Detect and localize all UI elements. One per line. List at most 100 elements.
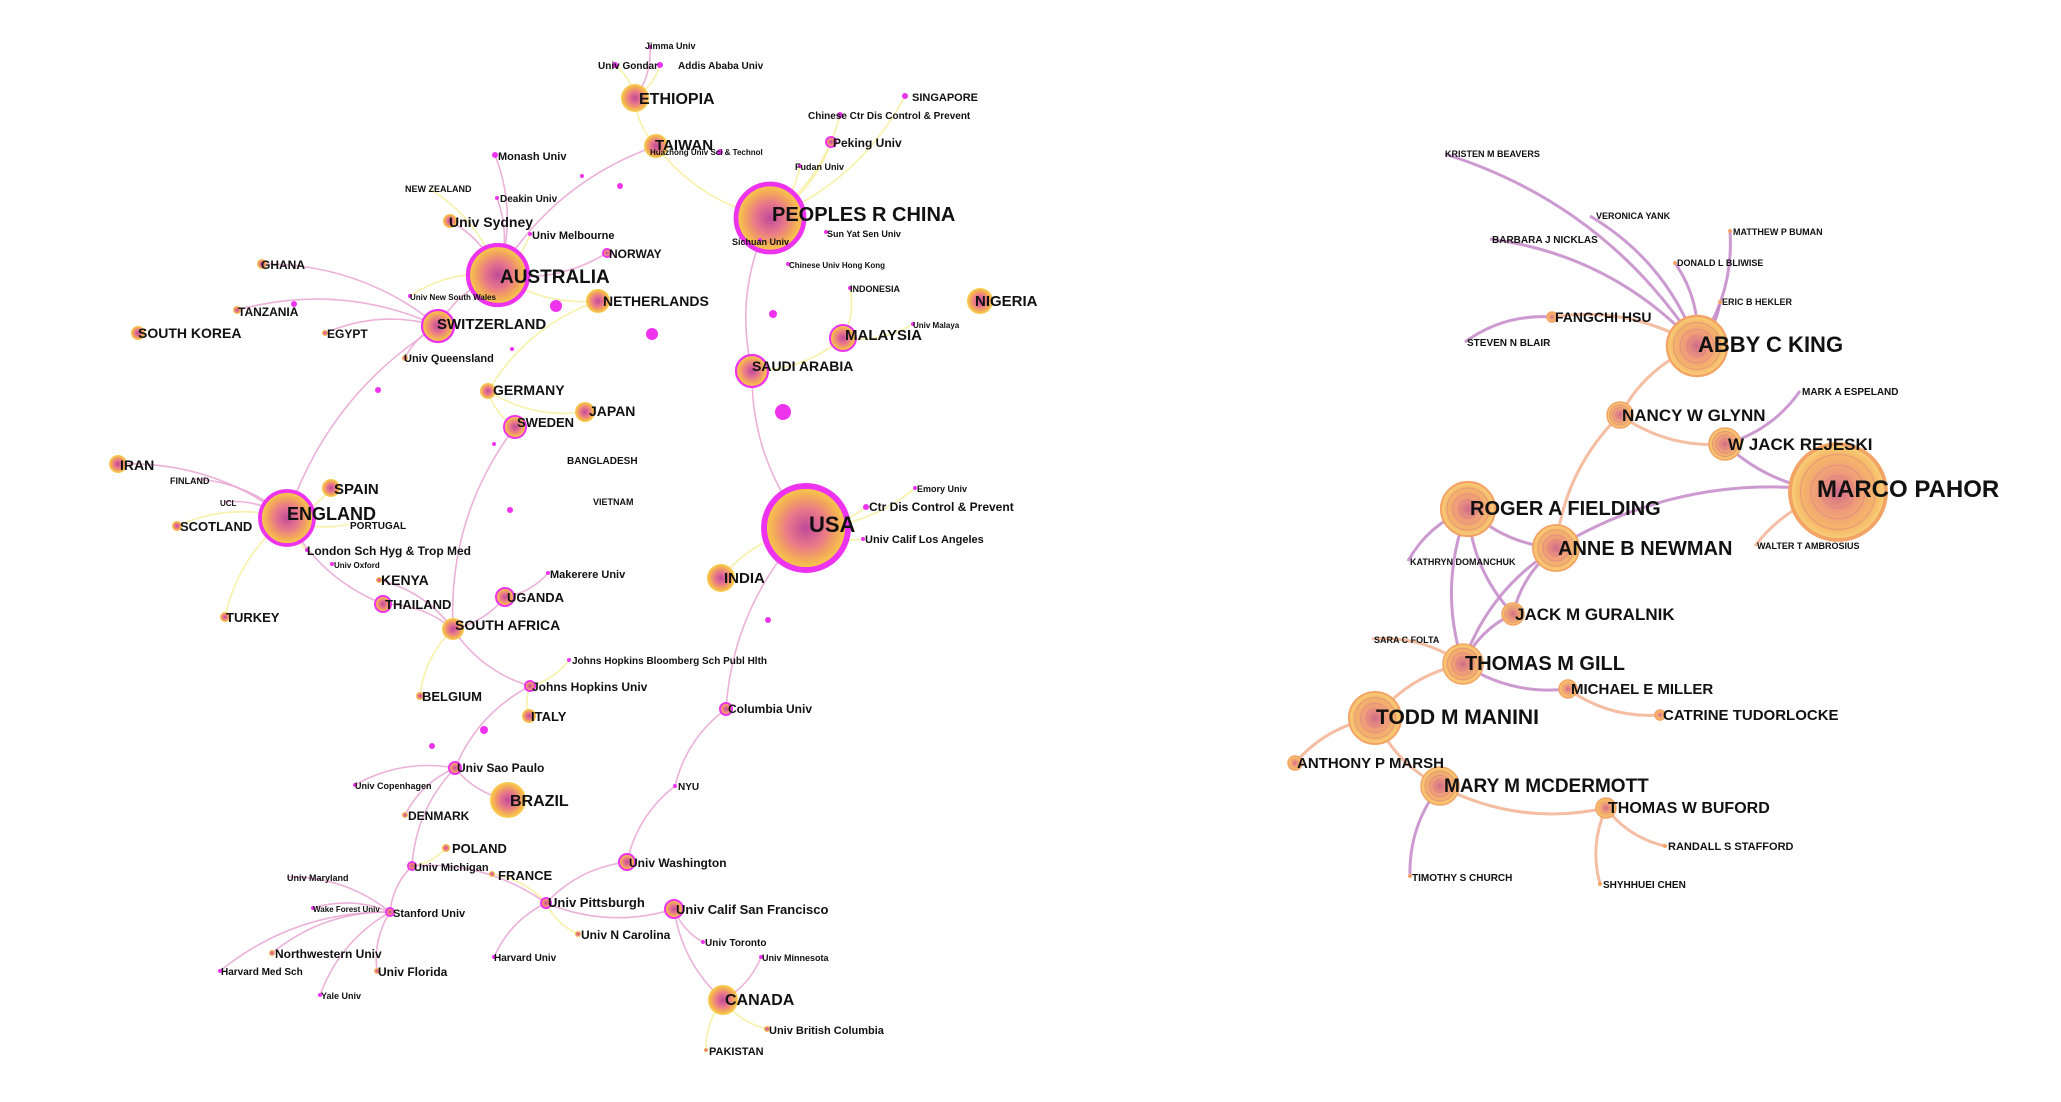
label-saudi-arabia: SAUDI ARABIA	[752, 358, 853, 374]
link-stanford-uflorida	[375, 911, 391, 972]
node-uminnesota	[759, 955, 763, 959]
node-uganda	[495, 587, 515, 607]
label-egypt: EGYPT	[327, 327, 368, 341]
label-univ-michigan: Univ Michigan	[414, 862, 489, 874]
label-belgium: BELGIUM	[422, 689, 482, 704]
label-eric-b-hekler: ERIC B HEKLER	[1722, 297, 1793, 307]
label-sara-c-folta: SARA C FOLTA	[1374, 635, 1440, 645]
left-network-nodes	[109, 45, 993, 1052]
link-saopaulo-denmark	[404, 767, 456, 816]
label-monash-univ: Monash Univ	[498, 151, 567, 163]
junction-dot	[775, 404, 791, 420]
node-switzerland	[420, 308, 456, 344]
label-kenya: KENYA	[381, 572, 429, 588]
label-addis-ababa-univ: Addis Ababa Univ	[678, 61, 764, 72]
label-south-africa: SOUTH AFRICA	[455, 617, 560, 633]
node-huazhong	[717, 149, 723, 155]
label-harvard-univ: Harvard Univ	[494, 953, 557, 964]
label-england: ENGLAND	[287, 504, 376, 524]
node-buford	[1595, 797, 1617, 819]
node-thailand	[374, 595, 392, 613]
node-norway	[602, 248, 612, 258]
label-univ-oxford: Univ Oxford	[334, 561, 380, 570]
node-india	[707, 564, 735, 592]
node-kenya	[376, 577, 382, 583]
node-ubc	[764, 1026, 770, 1032]
node-newman	[1532, 524, 1580, 572]
link-stanford-wakeforest	[312, 902, 391, 913]
node-ethiopia	[621, 84, 649, 112]
node-sweden	[503, 415, 527, 439]
link-southafrica-jhu	[452, 628, 531, 687]
label-usa: USA	[809, 512, 856, 537]
node-univoxford	[330, 562, 334, 566]
node-tanzania	[233, 306, 241, 314]
label-univ-copenhagen: Univ Copenhagen	[355, 781, 432, 791]
node-guralnik	[1501, 602, 1525, 626]
label-netherlands: NETHERLANDS	[603, 293, 709, 309]
label-fudan-univ: Fudan Univ	[795, 162, 844, 172]
label-poland: POLAND	[452, 841, 507, 856]
node-sunyatsen	[824, 230, 828, 234]
link-netherlands-germany	[487, 300, 599, 392]
node-iran	[109, 455, 127, 473]
node-mcdermott	[1420, 766, 1460, 806]
node-rejeski	[1708, 427, 1742, 461]
node-hekler	[1718, 300, 1722, 304]
node-spain	[322, 479, 340, 497]
link-switzerland-ghana	[261, 263, 439, 327]
junction-dot	[510, 347, 514, 351]
node-utoronto	[701, 940, 705, 944]
node-fudan	[798, 164, 802, 168]
label-univ-gondar: Univ Gondar	[598, 61, 658, 72]
label-fangchi-hsu: FANGCHI HSU	[1555, 309, 1651, 325]
label-shyhhuei-chen: SHYHHUEI CHEN	[1603, 880, 1686, 891]
node-poland	[442, 844, 450, 852]
right-network-nodes	[1287, 229, 1888, 886]
link-columbia-nyu	[674, 708, 727, 787]
link-hsu-blair	[1464, 315, 1553, 344]
label-finland: FINLAND	[170, 476, 210, 486]
node-wakeforest	[311, 906, 315, 910]
junction-dot	[769, 310, 777, 318]
node-denmark	[402, 812, 408, 818]
node-canada	[708, 985, 738, 1015]
node-scotland	[172, 521, 182, 531]
label-sichuan-univ: Sichuan Univ	[732, 237, 789, 247]
label-switzerland: SWITZERLAND	[437, 316, 546, 333]
label-anthony-p-marsh: ANTHONY P MARSH	[1297, 755, 1444, 772]
node-pakistan	[704, 1048, 708, 1052]
label-univ-sydney: Univ Sydney	[449, 214, 533, 230]
label-randall-s-stafford: RANDALL S STAFFORD	[1668, 841, 1794, 853]
label-univ-florida: Univ Florida	[378, 965, 448, 979]
node-jimma	[648, 45, 652, 49]
junction-dot	[480, 726, 488, 734]
junction-dot	[550, 300, 562, 312]
label-ucl: UCL	[220, 499, 237, 508]
node-turkey	[220, 612, 230, 622]
label-univ-toronto: Univ Toronto	[705, 938, 766, 949]
node-indonesia	[848, 286, 852, 290]
node-southkorea	[131, 326, 145, 340]
node-ctrdis	[863, 504, 869, 510]
node-jhu	[524, 680, 536, 692]
node-gill	[1442, 643, 1484, 685]
node-jhsph	[567, 658, 571, 662]
label-tanzania: TANZANIA	[238, 305, 299, 319]
label-kristen-m-beavers: KRISTEN M BEAVERS	[1445, 149, 1540, 159]
label-anne-b-newman: ANNE B NEWMAN	[1558, 538, 1732, 560]
node-chinesectr	[837, 112, 843, 118]
label-catrine-tudorlocke: CATRINE TUDORLOCKE	[1663, 707, 1839, 724]
link-pitt-umich	[411, 864, 547, 904]
node-univqueensland	[402, 355, 408, 361]
node-yale	[318, 993, 322, 997]
node-brazil	[490, 782, 526, 818]
label-matthew-p-buman: MATTHEW P BUMAN	[1733, 227, 1823, 237]
label-univ-maryland: Univ Maryland	[287, 873, 349, 883]
label-univ-calif-los-angeles: Univ Calif Los Angeles	[865, 534, 984, 546]
label-emory-univ: Emory Univ	[917, 484, 967, 494]
label-columbia-univ: Columbia Univ	[728, 702, 812, 716]
label-johns-hopkins-bloomberg-sch-publ-hlth: Johns Hopkins Bloomberg Sch Publ Hlth	[572, 656, 767, 667]
label-michael-e-miller: MICHAEL E MILLER	[1571, 681, 1713, 698]
